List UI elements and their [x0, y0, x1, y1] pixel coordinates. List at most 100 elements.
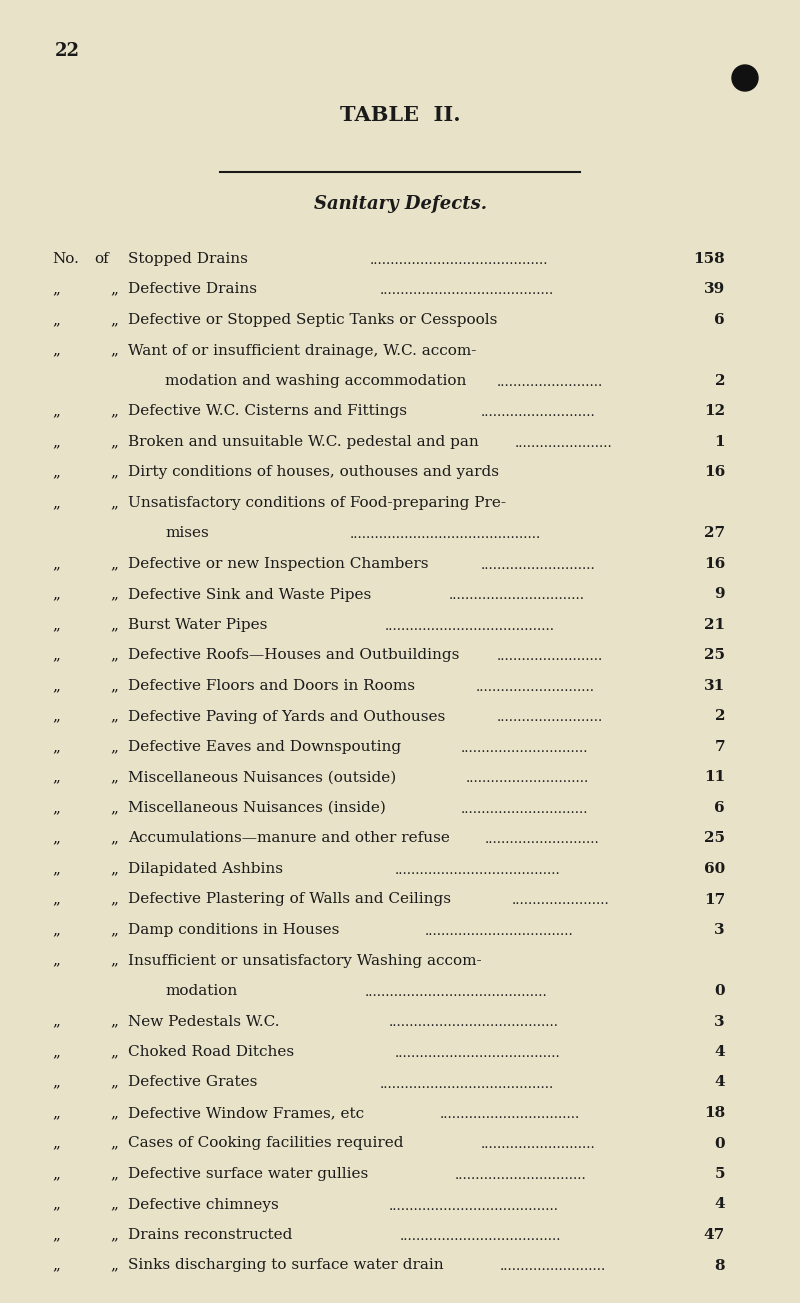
Text: „: „ [52, 1167, 60, 1181]
Text: .......................................: ....................................... [394, 1048, 560, 1061]
Text: „: „ [110, 649, 118, 662]
Text: „: „ [52, 1015, 60, 1028]
Text: „: „ [52, 649, 60, 662]
Text: Defective Floors and Doors in Rooms: Defective Floors and Doors in Rooms [128, 679, 415, 693]
Text: „: „ [110, 1045, 118, 1059]
Text: Defective Paving of Yards and Outhouses: Defective Paving of Yards and Outhouses [128, 710, 446, 723]
Text: Defective Eaves and Downspouting: Defective Eaves and Downspouting [128, 740, 401, 754]
Text: „: „ [52, 863, 60, 876]
Text: ..............................: .............................. [461, 741, 588, 754]
Text: 6: 6 [714, 801, 725, 814]
Text: 4: 4 [714, 1045, 725, 1059]
Text: „: „ [110, 496, 118, 509]
Text: .......................: ....................... [511, 894, 609, 907]
Text: Want of or insufficient drainage, W.C. accom-: Want of or insufficient drainage, W.C. a… [128, 344, 476, 357]
Text: „: „ [52, 1075, 60, 1089]
Text: „: „ [110, 404, 118, 418]
Text: 3: 3 [714, 1015, 725, 1028]
Text: „: „ [110, 556, 118, 571]
Text: 16: 16 [704, 465, 725, 480]
Text: .........................................: ........................................… [379, 1078, 554, 1091]
Text: Drains reconstructed: Drains reconstructed [128, 1227, 292, 1242]
Text: „: „ [110, 740, 118, 754]
Text: ..............................: .............................. [461, 803, 588, 816]
Text: 27: 27 [704, 526, 725, 541]
Text: of: of [94, 251, 109, 266]
Text: „: „ [110, 679, 118, 693]
Text: „: „ [110, 313, 118, 327]
Text: „: „ [52, 435, 60, 450]
Text: „: „ [52, 1259, 60, 1273]
Text: ...........................................: ........................................… [365, 986, 548, 999]
Text: „: „ [52, 679, 60, 693]
Text: 2: 2 [714, 374, 725, 388]
Text: 1: 1 [714, 435, 725, 450]
Text: Dirty conditions of houses, outhouses and yards: Dirty conditions of houses, outhouses an… [128, 465, 499, 480]
Text: Burst Water Pipes: Burst Water Pipes [128, 618, 267, 632]
Text: 5: 5 [714, 1167, 725, 1181]
Text: „: „ [52, 283, 60, 297]
Text: ...............................: ............................... [454, 1169, 586, 1182]
Text: „: „ [52, 831, 60, 846]
Text: 9: 9 [714, 588, 725, 602]
Text: ........................................: ........................................ [389, 1200, 558, 1213]
Text: „: „ [52, 1227, 60, 1242]
Text: modation: modation [165, 984, 238, 998]
Text: modation and washing accommodation: modation and washing accommodation [165, 374, 466, 388]
Text: Broken and unsuitable W.C. pedestal and pan: Broken and unsuitable W.C. pedestal and … [128, 435, 478, 450]
Text: Insufficient or unsatisfactory Washing accom-: Insufficient or unsatisfactory Washing a… [128, 954, 482, 968]
Text: .........................................: ........................................… [379, 284, 554, 297]
Text: New Pedestals W.C.: New Pedestals W.C. [128, 1015, 279, 1028]
Circle shape [732, 65, 758, 91]
Text: „: „ [110, 831, 118, 846]
Text: Damp conditions in Houses: Damp conditions in Houses [128, 923, 339, 937]
Text: „: „ [110, 1015, 118, 1028]
Text: Defective Roofs—Houses and Outbuildings: Defective Roofs—Houses and Outbuildings [128, 649, 459, 662]
Text: .............................................: ........................................… [350, 529, 541, 542]
Text: 16: 16 [704, 556, 725, 571]
Text: „: „ [52, 588, 60, 602]
Text: „: „ [110, 618, 118, 632]
Text: Sanitary Defects.: Sanitary Defects. [314, 195, 486, 212]
Text: „: „ [52, 496, 60, 509]
Text: Unsatisfactory conditions of Food-preparing Pre-: Unsatisfactory conditions of Food-prepar… [128, 496, 506, 509]
Text: Sinks discharging to surface water drain: Sinks discharging to surface water drain [128, 1259, 444, 1273]
Text: No.: No. [52, 251, 79, 266]
Text: ...................................: ................................... [425, 925, 574, 938]
Text: „: „ [110, 1227, 118, 1242]
Text: 0: 0 [714, 1136, 725, 1151]
Text: ..........................................: ........................................… [370, 254, 549, 267]
Text: 60: 60 [704, 863, 725, 876]
Text: TABLE  II.: TABLE II. [340, 106, 460, 125]
Text: 7: 7 [714, 740, 725, 754]
Text: 25: 25 [704, 831, 725, 846]
Text: 2: 2 [714, 710, 725, 723]
Text: Defective chimneys: Defective chimneys [128, 1197, 278, 1212]
Text: Cases of Cooking facilities required: Cases of Cooking facilities required [128, 1136, 403, 1151]
Text: 11: 11 [704, 770, 725, 784]
Text: „: „ [110, 1197, 118, 1212]
Text: „: „ [110, 435, 118, 450]
Text: „: „ [52, 710, 60, 723]
Text: ...........................: ........................... [485, 834, 599, 847]
Text: „: „ [110, 1106, 118, 1121]
Text: „: „ [52, 1136, 60, 1151]
Text: „: „ [110, 770, 118, 784]
Text: 21: 21 [704, 618, 725, 632]
Text: Stopped Drains: Stopped Drains [128, 251, 248, 266]
Text: ................................: ................................ [449, 589, 585, 602]
Text: ......................................: ...................................... [400, 1230, 562, 1243]
Text: „: „ [110, 863, 118, 876]
Text: Defective W.C. Cisterns and Fittings: Defective W.C. Cisterns and Fittings [128, 404, 407, 418]
Text: „: „ [52, 1197, 60, 1212]
Text: mises: mises [165, 526, 209, 541]
Text: Choked Road Ditches: Choked Road Ditches [128, 1045, 294, 1059]
Text: 12: 12 [704, 404, 725, 418]
Text: „: „ [110, 893, 118, 907]
Text: ...........................: ........................... [482, 407, 596, 420]
Text: „: „ [52, 801, 60, 814]
Text: „: „ [110, 588, 118, 602]
Text: „: „ [52, 770, 60, 784]
Text: Miscellaneous Nuisances (outside): Miscellaneous Nuisances (outside) [128, 770, 396, 784]
Text: „: „ [52, 618, 60, 632]
